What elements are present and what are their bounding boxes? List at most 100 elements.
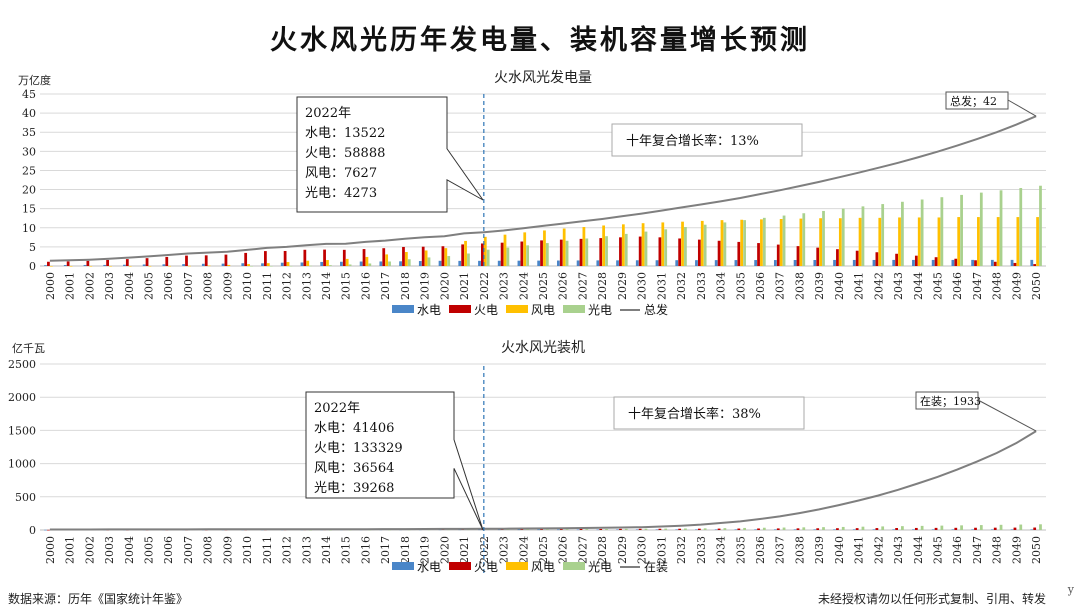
bar-wind	[1036, 217, 1039, 266]
x-tick-label: 2033	[695, 272, 708, 300]
bar-solar	[960, 525, 963, 530]
bar-hydro	[418, 261, 422, 266]
bar-thermal	[66, 261, 70, 266]
callout-line: 火电：58888	[305, 146, 385, 161]
bar-solar	[802, 213, 806, 266]
x-tick-label: 2015	[340, 536, 353, 564]
x-tick-label: 2028	[596, 536, 609, 564]
bar-hydro	[833, 529, 836, 531]
bar-thermal	[619, 528, 622, 530]
x-tick-label: 2002	[83, 536, 96, 564]
x-tick-label: 2041	[853, 536, 866, 564]
x-tick-label: 2004	[123, 272, 136, 300]
bar-hydro	[537, 529, 541, 531]
bar-hydro	[734, 260, 738, 266]
bar-wind	[1016, 217, 1020, 266]
legend-swatch-solar	[563, 305, 585, 313]
bar-thermal	[836, 528, 839, 530]
bar-thermal	[421, 246, 425, 266]
x-tick-label: 2050	[1030, 536, 1043, 564]
bar-solar	[841, 526, 845, 530]
x-tick-label: 2018	[399, 536, 412, 564]
callout-box	[305, 391, 484, 531]
bar-thermal	[579, 238, 583, 266]
bar-wind	[523, 232, 527, 266]
bar-thermal	[342, 249, 346, 266]
x-tick-label: 2009	[221, 536, 234, 564]
bar-thermal	[264, 251, 267, 266]
bar-thermal	[934, 527, 938, 530]
bar-hydro	[714, 529, 718, 531]
y-tick-label: 35	[22, 126, 36, 139]
x-tick-label: 2020	[438, 272, 451, 300]
bar-solar	[881, 526, 885, 530]
bar-solar	[841, 208, 845, 266]
bar-hydro	[576, 529, 580, 531]
bar-solar	[743, 527, 746, 530]
legend: 水电 火电 风电 光电 总发	[392, 302, 668, 317]
bar-solar	[664, 528, 668, 530]
bar-wind	[957, 217, 961, 266]
x-tick-label: 2028	[596, 272, 609, 300]
bar-solar	[979, 525, 983, 530]
bar-thermal	[500, 242, 504, 266]
x-tick-label: 2023	[498, 272, 511, 300]
bar-thermal	[737, 528, 741, 530]
bar-hydro	[833, 259, 836, 266]
x-tick-label: 2043	[892, 536, 905, 564]
legend-label: 火电	[474, 303, 498, 317]
bar-hydro	[813, 529, 817, 531]
x-tick-label: 2026	[557, 536, 570, 564]
x-tick-label: 2013	[300, 272, 313, 300]
x-tick-label: 2040	[833, 272, 846, 300]
bar-thermal	[382, 248, 386, 266]
bar-wind	[266, 263, 270, 266]
y-tick-label: 2000	[8, 391, 36, 404]
bar-hydro	[340, 261, 343, 266]
x-tick-label: 2045	[932, 272, 945, 300]
bar-thermal	[914, 255, 918, 266]
bar-wind	[483, 236, 487, 266]
x-tick-label: 2030	[636, 536, 649, 564]
bar-wind	[917, 217, 921, 266]
bar-hydro	[675, 529, 679, 531]
x-tick-label: 2034	[715, 536, 728, 564]
bar-thermal	[855, 250, 859, 266]
bar-solar	[664, 229, 668, 266]
bar-solar	[467, 253, 470, 266]
bar-thermal	[520, 529, 524, 530]
x-tick-label: 2037	[774, 272, 787, 300]
x-tick-label: 2036	[754, 272, 767, 300]
x-tick-label: 2011	[261, 536, 274, 564]
bar-solar	[486, 249, 490, 266]
bar-hydro	[912, 259, 915, 266]
bar-solar	[565, 529, 569, 530]
y-tick-label: 0	[29, 260, 36, 273]
bar-thermal	[855, 528, 859, 530]
bar-thermal	[540, 529, 543, 530]
bar-thermal	[520, 241, 524, 266]
bar-thermal	[836, 249, 839, 266]
x-tick-label: 2034	[715, 272, 728, 300]
bar-hydro	[83, 264, 87, 266]
legend-label: 风电	[531, 303, 555, 317]
bar-solar	[1039, 185, 1042, 266]
x-tick-label: 2031	[655, 536, 668, 564]
source-note: 数据来源：历年《国家统计年鉴》	[8, 592, 189, 606]
bar-hydro	[990, 529, 994, 531]
bar-thermal	[579, 529, 583, 530]
bar-thermal	[1033, 264, 1037, 266]
bar-hydro	[221, 263, 225, 266]
bar-solar	[289, 265, 293, 267]
bar-solar	[979, 192, 983, 266]
bar-thermal	[1013, 527, 1017, 530]
x-tick-label: 2014	[320, 536, 333, 564]
x-tick-label: 2025	[537, 272, 550, 300]
legend-swatch-thermal	[449, 305, 471, 313]
bar-solar	[526, 529, 530, 530]
bar-solar	[585, 238, 589, 266]
bar-hydro	[872, 259, 876, 266]
bar-hydro	[517, 260, 521, 266]
bar-thermal	[776, 244, 780, 266]
bar-solar	[940, 197, 944, 266]
